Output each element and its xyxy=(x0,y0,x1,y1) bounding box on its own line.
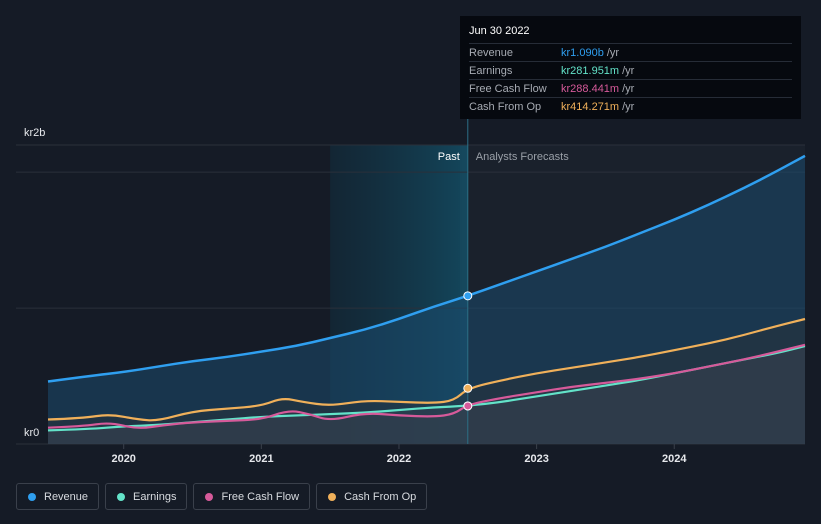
line-cash-from-op xyxy=(47,317,806,422)
tooltip-row: Cash From Op kr414.271m/yr xyxy=(469,97,792,115)
tooltip-row-label: Earnings xyxy=(469,64,513,77)
legend-item-revenue[interactable]: Revenue xyxy=(16,483,100,510)
tooltip-row: Free Cash Flow kr288.441m/yr xyxy=(469,79,792,97)
tooltip-row-unit: /yr xyxy=(622,100,635,113)
tooltip-row-value: kr414.271m xyxy=(561,100,620,113)
legend-dot-icon xyxy=(205,492,214,501)
area-revenue xyxy=(48,155,805,444)
legend-dot-icon xyxy=(117,492,126,501)
legend-item-earnings[interactable]: Earnings xyxy=(105,483,188,510)
legend-item-free-cash-flow[interactable]: Free Cash Flow xyxy=(193,483,311,510)
legend-label: Revenue xyxy=(44,490,89,503)
x-tick-label: 2023 xyxy=(524,453,548,465)
legend: Revenue Earnings Free Cash Flow Cash From O… xyxy=(16,483,428,510)
tooltip-row-label: Revenue xyxy=(469,46,514,59)
line-revenue xyxy=(47,154,806,383)
tooltip: Jun 30 2022 Revenue kr1.090b/yr Earnings kr… xyxy=(460,16,801,119)
marker-revenue xyxy=(463,291,473,301)
legend-label: Cash From Op xyxy=(344,490,417,503)
x-tick-label: 2021 xyxy=(249,453,273,465)
y-axis-top-label: kr2b xyxy=(24,127,45,139)
tooltip-row-value: kr1.090b xyxy=(561,46,604,59)
legend-item-cash-from-op[interactable]: Cash From Op xyxy=(316,483,428,510)
legend-dot-icon xyxy=(28,492,36,501)
y-axis-bottom-label: kr0 xyxy=(24,427,39,439)
x-tick-label: 2024 xyxy=(662,453,687,465)
tooltip-row-label: Cash From Op xyxy=(469,100,542,113)
forecast-label: Analysts Forecasts xyxy=(476,151,569,163)
tooltip-row-label: Free Cash Flow xyxy=(469,82,547,95)
legend-dot-icon xyxy=(328,492,337,501)
tooltip-row-unit: /yr xyxy=(622,64,635,77)
marker-cash-from-op xyxy=(463,383,473,393)
legend-label: Free Cash Flow xyxy=(221,490,300,503)
tooltip-row-value: kr288.441m xyxy=(561,82,620,95)
area-cash-from-op xyxy=(48,319,805,444)
tooltip-row-value: kr281.951m xyxy=(561,64,620,77)
marker-free-cash-flow xyxy=(463,401,473,411)
legend-label: Earnings xyxy=(133,490,177,503)
line-free-cash-flow xyxy=(47,343,806,429)
x-tick-label: 2022 xyxy=(387,453,411,465)
tooltip-row: Revenue kr1.090b/yr xyxy=(469,43,792,61)
x-tick-label: 2020 xyxy=(111,453,135,465)
tooltip-date: Jun 30 2022 xyxy=(469,25,530,37)
tooltip-row-unit: /yr xyxy=(622,82,635,95)
area-free-cash-flow xyxy=(48,344,805,444)
tooltip-row: Earnings kr281.951m/yr xyxy=(469,61,792,79)
past-label: Past xyxy=(438,151,460,163)
tooltip-row-unit: /yr xyxy=(606,46,620,59)
